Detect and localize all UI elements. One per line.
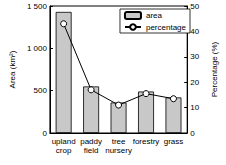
svg-text:0: 0 xyxy=(42,129,47,138)
svg-text:paddy: paddy xyxy=(80,137,102,146)
svg-text:grass: grass xyxy=(164,137,184,146)
svg-text:area: area xyxy=(146,11,163,20)
svg-text:tree: tree xyxy=(112,137,126,146)
svg-text:Percentage (%): Percentage (%) xyxy=(210,41,219,97)
svg-text:40: 40 xyxy=(190,27,199,36)
svg-text:10: 10 xyxy=(190,103,199,112)
svg-text:1 000: 1 000 xyxy=(27,44,48,53)
svg-text:nursery: nursery xyxy=(105,146,132,155)
svg-text:30: 30 xyxy=(190,52,199,61)
svg-text:forestry: forestry xyxy=(133,137,160,146)
svg-text:500: 500 xyxy=(34,86,48,95)
svg-text:upland: upland xyxy=(52,137,76,146)
svg-text:crop: crop xyxy=(56,146,72,155)
svg-text:20: 20 xyxy=(190,78,199,87)
svg-text:Area (km²): Area (km²) xyxy=(8,50,17,88)
svg-text:field: field xyxy=(84,146,99,155)
svg-text:50: 50 xyxy=(190,2,199,11)
svg-text:1 500: 1 500 xyxy=(27,2,48,11)
svg-text:percentage: percentage xyxy=(146,23,187,32)
svg-text:0: 0 xyxy=(190,129,195,138)
